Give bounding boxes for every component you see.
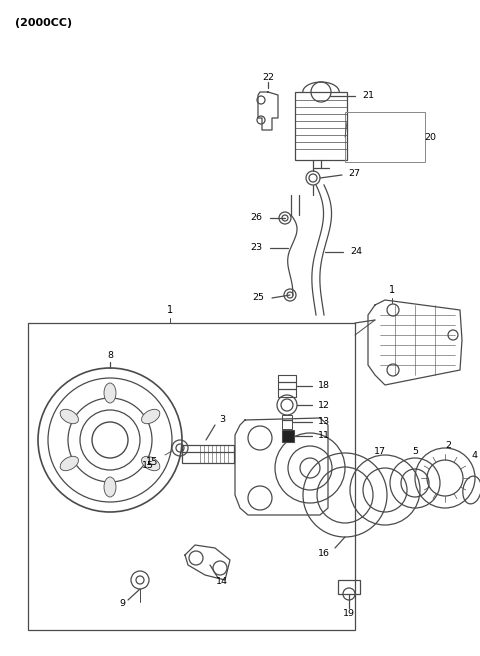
- Text: 13: 13: [318, 417, 330, 426]
- Bar: [338, 580, 360, 594]
- Text: 25: 25: [252, 293, 264, 302]
- Text: 12: 12: [318, 401, 330, 409]
- Text: 23: 23: [250, 243, 262, 253]
- Bar: [28, 323, 355, 630]
- Text: 2: 2: [445, 440, 451, 449]
- Ellipse shape: [60, 409, 78, 424]
- Text: 17: 17: [374, 447, 386, 457]
- Bar: [282, 430, 294, 442]
- Text: 18: 18: [318, 382, 330, 390]
- Text: 9: 9: [119, 600, 125, 609]
- Ellipse shape: [142, 409, 160, 424]
- Text: 20: 20: [424, 133, 436, 142]
- Text: 3: 3: [219, 415, 225, 424]
- Text: 11: 11: [318, 432, 330, 440]
- Ellipse shape: [104, 477, 116, 497]
- Bar: [182, 445, 234, 463]
- Text: 5: 5: [412, 447, 418, 457]
- Text: 15: 15: [142, 461, 154, 470]
- Text: 27: 27: [348, 169, 360, 178]
- Bar: [278, 375, 296, 397]
- Ellipse shape: [104, 383, 116, 403]
- Bar: [295, 92, 347, 160]
- Text: 14: 14: [216, 577, 228, 586]
- Text: 8: 8: [107, 352, 113, 361]
- Bar: [282, 415, 292, 429]
- Ellipse shape: [60, 457, 78, 471]
- Text: 1: 1: [389, 285, 395, 295]
- Text: 22: 22: [262, 73, 274, 83]
- Text: 16: 16: [318, 550, 330, 558]
- Text: 1: 1: [167, 305, 173, 315]
- Text: 26: 26: [250, 213, 262, 222]
- Text: 21: 21: [362, 91, 374, 100]
- Text: 19: 19: [343, 609, 355, 619]
- Text: (2000CC): (2000CC): [15, 18, 72, 28]
- Ellipse shape: [142, 457, 160, 471]
- Text: 15: 15: [146, 457, 158, 467]
- Text: 4: 4: [471, 451, 477, 461]
- Text: 24: 24: [350, 247, 362, 256]
- Bar: [345, 112, 425, 162]
